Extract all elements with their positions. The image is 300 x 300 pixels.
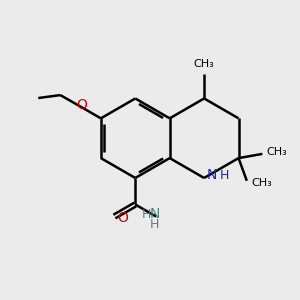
Text: N: N: [149, 207, 160, 221]
Text: CH₃: CH₃: [194, 59, 214, 69]
Text: O: O: [76, 98, 87, 112]
Text: CH₃: CH₃: [267, 146, 287, 157]
Text: H: H: [142, 208, 151, 221]
Text: H: H: [219, 169, 229, 182]
Text: CH₃: CH₃: [251, 178, 272, 188]
Text: O: O: [117, 211, 128, 225]
Text: N: N: [207, 168, 217, 182]
Text: H: H: [150, 218, 159, 231]
